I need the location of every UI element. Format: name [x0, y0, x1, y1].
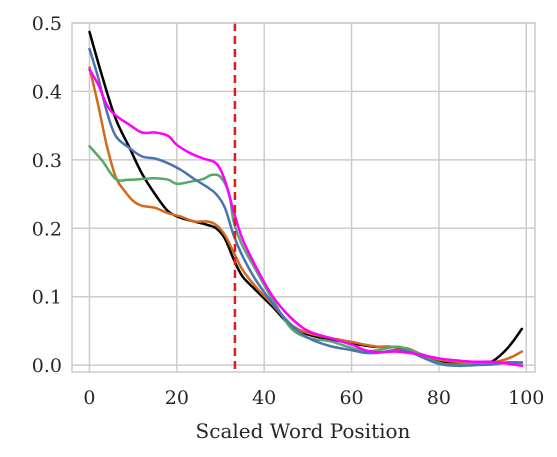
y-tick-label: 0.1 [32, 287, 62, 309]
x-tick-label: 20 [165, 387, 189, 409]
x-tick-label: 60 [339, 387, 363, 409]
y-tick-label: 0.4 [32, 81, 62, 103]
x-tick-label: 0 [83, 387, 95, 409]
plot-frame [71, 22, 536, 373]
y-tick-label: 0.3 [32, 150, 62, 172]
plot-area-background [72, 23, 535, 372]
series-layer [88, 30, 524, 368]
x-tick-label: 100 [508, 387, 544, 409]
series-line-5 [88, 68, 524, 368]
x-tick-labels: 0 20 40 60 80 100 [83, 387, 544, 409]
y-tick-labels: 0.0 0.1 0.2 0.3 0.4 0.5 [32, 13, 62, 377]
y-tick-label: 0.2 [32, 218, 62, 240]
x-tick-label: 40 [252, 387, 276, 409]
y-tick-label: 0.5 [32, 13, 62, 35]
x-tick-label: 80 [427, 387, 451, 409]
y-tick-label: 0.0 [32, 355, 62, 377]
series-line-4 [88, 47, 524, 368]
x-axis-label: Scaled Word Position [196, 419, 411, 443]
series-line-2 [88, 66, 524, 364]
